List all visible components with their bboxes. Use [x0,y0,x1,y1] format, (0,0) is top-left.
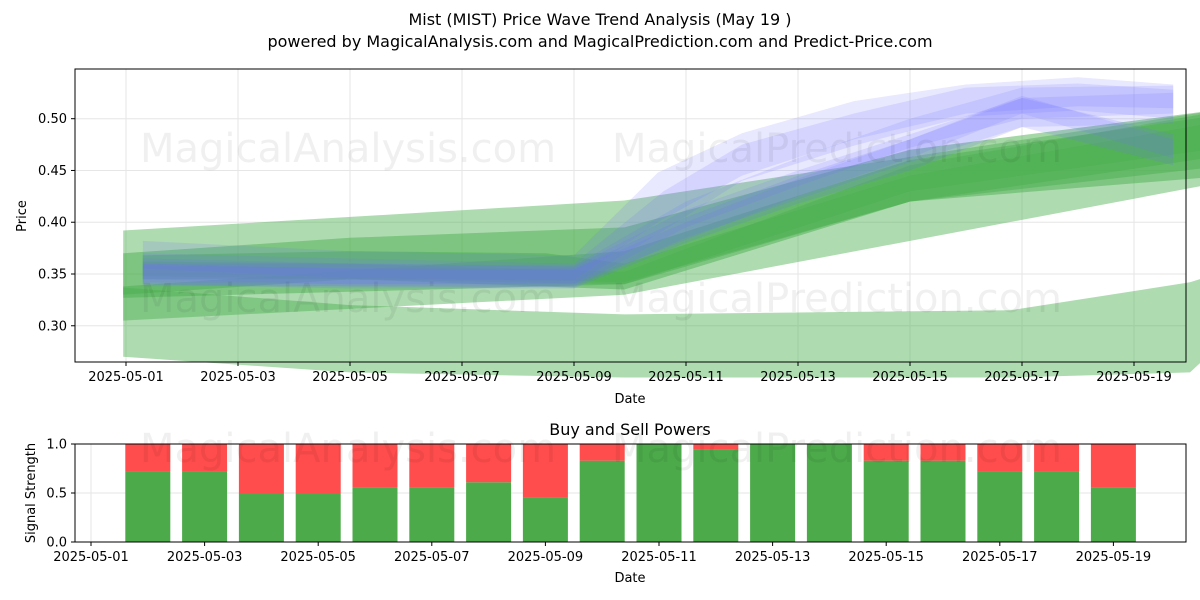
buy-bar [636,444,682,542]
power-x-tick-label: 2025-05-01 [53,550,129,565]
power-bars [125,444,1136,542]
blue-wave-band [142,83,1174,285]
sell-bar [863,444,909,461]
sell-bar [125,444,171,472]
price-watermarks: MagicalAnalysis.com MagicalPrediction.co… [140,126,1062,322]
green-wave-band [142,114,1200,285]
blue-wave-band [142,95,1174,285]
price-x-tick-label: 2025-05-11 [648,370,724,385]
power-watermarks: MagicalAnalysis.com MagicalPrediction.co… [140,426,1062,472]
sell-bar [352,444,398,488]
price-x-tick-label: 2025-05-19 [1096,370,1172,385]
power-x-tick-label: 2025-05-05 [280,550,356,565]
green-wave-band [142,125,1200,283]
price-x-tick-label: 2025-05-07 [424,370,500,385]
buy-bar [466,482,512,542]
power-y-tick-label: 0.0 [46,536,67,551]
blue-wave-band [142,85,1174,287]
watermark-analysis: MagicalAnalysis.com [140,126,556,172]
sell-bar [238,444,284,493]
watermark-prediction: MagicalPrediction.com [612,126,1062,172]
price-x-tick-label: 2025-05-09 [536,370,612,385]
blue-wave-band [142,92,1174,288]
price-y-tick-label: 0.50 [38,112,67,127]
sell-bar [977,444,1023,472]
buy-bar [863,460,909,542]
price-y-tick-label: 0.30 [38,319,67,334]
price-chart: MagicalAnalysis.com MagicalPrediction.co… [15,68,1200,407]
power-x-tick-label: 2025-05-03 [167,550,243,565]
price-y-tick-label: 0.35 [38,267,67,282]
sell-bar [409,444,455,488]
price-bands [123,77,1200,378]
sell-bar [920,444,966,461]
buy-bar [693,449,739,542]
watermark-analysis-lower: MagicalAnalysis.com [140,276,556,322]
power-chart-title: Buy and Sell Powers [549,420,711,439]
sell-bar [579,444,625,461]
blue-wave-band [142,98,1174,289]
power-y-tick-label: 0.5 [46,487,67,502]
buy-bar [182,471,228,542]
buy-bar [1090,487,1136,542]
price-x-tick-label: 2025-05-01 [88,370,164,385]
buy-bar [352,487,398,542]
sell-bar [182,444,228,472]
chart-subtitle: powered by MagicalAnalysis.com and Magic… [267,32,932,51]
power-x-tick-label: 2025-05-19 [1076,550,1152,565]
sell-bar [295,444,341,493]
price-y-tick-label: 0.45 [38,164,67,179]
buy-bar [522,497,568,542]
green-wave-band [123,279,1200,378]
buy-bar [238,493,284,542]
power-x-tick-label: 2025-05-13 [735,550,811,565]
chart-title: Mist (MIST) Price Wave Trend Analysis (M… [408,10,791,29]
sell-bar [693,444,739,450]
sell-bar [466,444,512,483]
buy-bar [750,444,796,542]
watermark-analysis-power: MagicalAnalysis.com [140,426,556,472]
blue-wave-band [142,77,1174,281]
price-x-tick-label: 2025-05-13 [760,370,836,385]
buy-bar [806,444,852,542]
price-x-tick-label: 2025-05-17 [984,370,1060,385]
power-x-tick-label: 2025-05-17 [962,550,1038,565]
price-y-label: Price [15,200,30,232]
power-y-tick-label: 1.0 [46,438,67,453]
green-wave-band [123,117,1200,298]
power-x-tick-label: 2025-05-07 [394,550,470,565]
buy-bar [295,493,341,542]
sell-bar [1090,444,1136,488]
buy-bar [1034,471,1080,542]
price-ticks: 2025-05-01 2025-05-03 2025-05-05 2025-05-07… [38,112,1172,385]
power-x-tick-label: 2025-05-11 [621,550,697,565]
buy-bar [977,471,1023,542]
watermark-prediction-power: MagicalPrediction.com [612,426,1062,472]
power-x-label: Date [614,571,645,586]
price-y-tick-label: 0.40 [38,216,67,231]
sell-bar [522,444,568,498]
price-axes-frame [74,68,1187,363]
power-chart: Buy and Sell Powers MagicalAnalysis.com … [24,420,1187,586]
price-x-tick-label: 2025-05-15 [872,370,948,385]
power-x-tick-label: 2025-05-15 [848,550,924,565]
price-x-tick-label: 2025-05-05 [312,370,388,385]
power-y-label: Signal Strength [24,443,39,543]
price-x-tick-label: 2025-05-03 [200,370,276,385]
buy-bar [579,460,625,542]
buy-bar [920,460,966,542]
power-x-tick-label: 2025-05-09 [508,550,584,565]
watermark-prediction-lower: MagicalPrediction.com [612,276,1062,322]
sell-bar [1034,444,1080,472]
buy-bar [409,487,455,542]
power-ticks: 2025-05-01 2025-05-03 2025-05-05 2025-05-07… [46,438,1151,566]
buy-bar [125,471,171,542]
price-x-label: Date [614,392,645,407]
